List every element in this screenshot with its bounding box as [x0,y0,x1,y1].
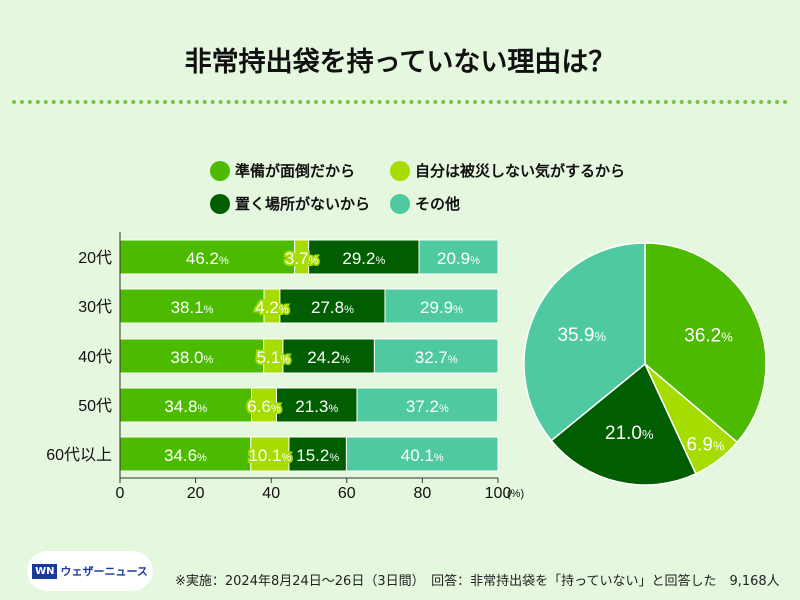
data-label: 21.3% [295,397,338,416]
pie-label: 35.9% [557,325,606,346]
bar-segment [119,338,265,374]
data-label: 38.1% [171,298,214,317]
bar-segment [251,387,277,423]
data-label: 37.2% [406,397,449,416]
pie-slice [523,242,646,442]
pie-slice [550,362,697,486]
bar-segment [250,436,290,472]
legend-item: 準備が面倒だから [210,160,355,181]
legend-item: 自分は被災しない気がするから [390,160,625,181]
bar-segment [119,436,252,472]
data-label: 15.2% [296,446,339,465]
x-unit: (%) [507,488,524,500]
x-tick-label: 100 [485,485,512,502]
dotted-divider [12,100,788,104]
bar-segment [288,436,347,472]
category-label: 40代 [78,348,112,366]
pie-label: 6.9% [687,435,725,456]
data-label: 10.1% [248,446,291,465]
data-label: 40.1% [401,446,444,465]
x-tick-label: 40 [262,485,280,502]
pie-label: 21.0% [605,423,654,444]
category-label: 30代 [78,298,112,316]
pie-label: 36.2% [684,326,733,347]
data-label: 3.7% [285,249,319,268]
category-label: 60代以上 [46,446,112,464]
bar-segment [275,387,358,423]
x-tick-label: 80 [414,485,432,502]
bar-segment [418,239,499,275]
legend-swatch [210,193,230,214]
legend-swatch [390,160,410,181]
bar-segment [373,338,499,374]
logo-text: ウェザーニュース [60,565,148,578]
footnote: ※実施：2024年8月24日〜26日（3日間） 回答：非常持出袋を「持っていない… [175,574,780,589]
legend-label: 準備が面倒だから [235,162,356,180]
data-label: 34.6% [164,446,207,465]
category-label: 20代 [78,249,112,267]
legend-item: 置く場所がないから [210,193,370,214]
bar-segment [119,239,296,275]
bar-segment [345,436,499,472]
bar-segment [279,288,386,324]
bar-segment [308,239,420,275]
legend-label: その他 [415,195,461,213]
legend-label: 自分は被災しない気がするから [415,162,626,180]
legend-swatch [210,160,230,181]
bar-segment [356,387,499,423]
legend-item: その他 [390,193,460,214]
chart-title: 非常持出袋を持っていない理由は？ [184,47,616,78]
x-tick-label: 0 [116,485,125,502]
data-label: 27.8% [311,298,354,317]
data-label: 46.2% [186,249,229,268]
data-label: 29.2% [342,249,385,268]
logo-mark: WN [32,563,58,579]
data-label: 38.0% [170,348,213,367]
pie-slice [644,242,767,444]
data-label: 20.9% [437,249,480,268]
x-tick-label: 60 [338,485,356,502]
x-tick-label: 20 [187,485,205,502]
data-label: 32.7% [415,348,458,367]
bar-segment [384,288,499,324]
data-label: 29.9% [420,298,463,317]
legend-swatch [390,193,410,214]
data-label: 24.2% [307,348,350,367]
legend-label: 置く場所がないから [235,195,371,213]
bar-segment [119,288,265,324]
category-label: 50代 [78,397,112,415]
data-label: 34.8% [164,397,207,416]
logo: WN ウェザーニュース [27,551,153,591]
